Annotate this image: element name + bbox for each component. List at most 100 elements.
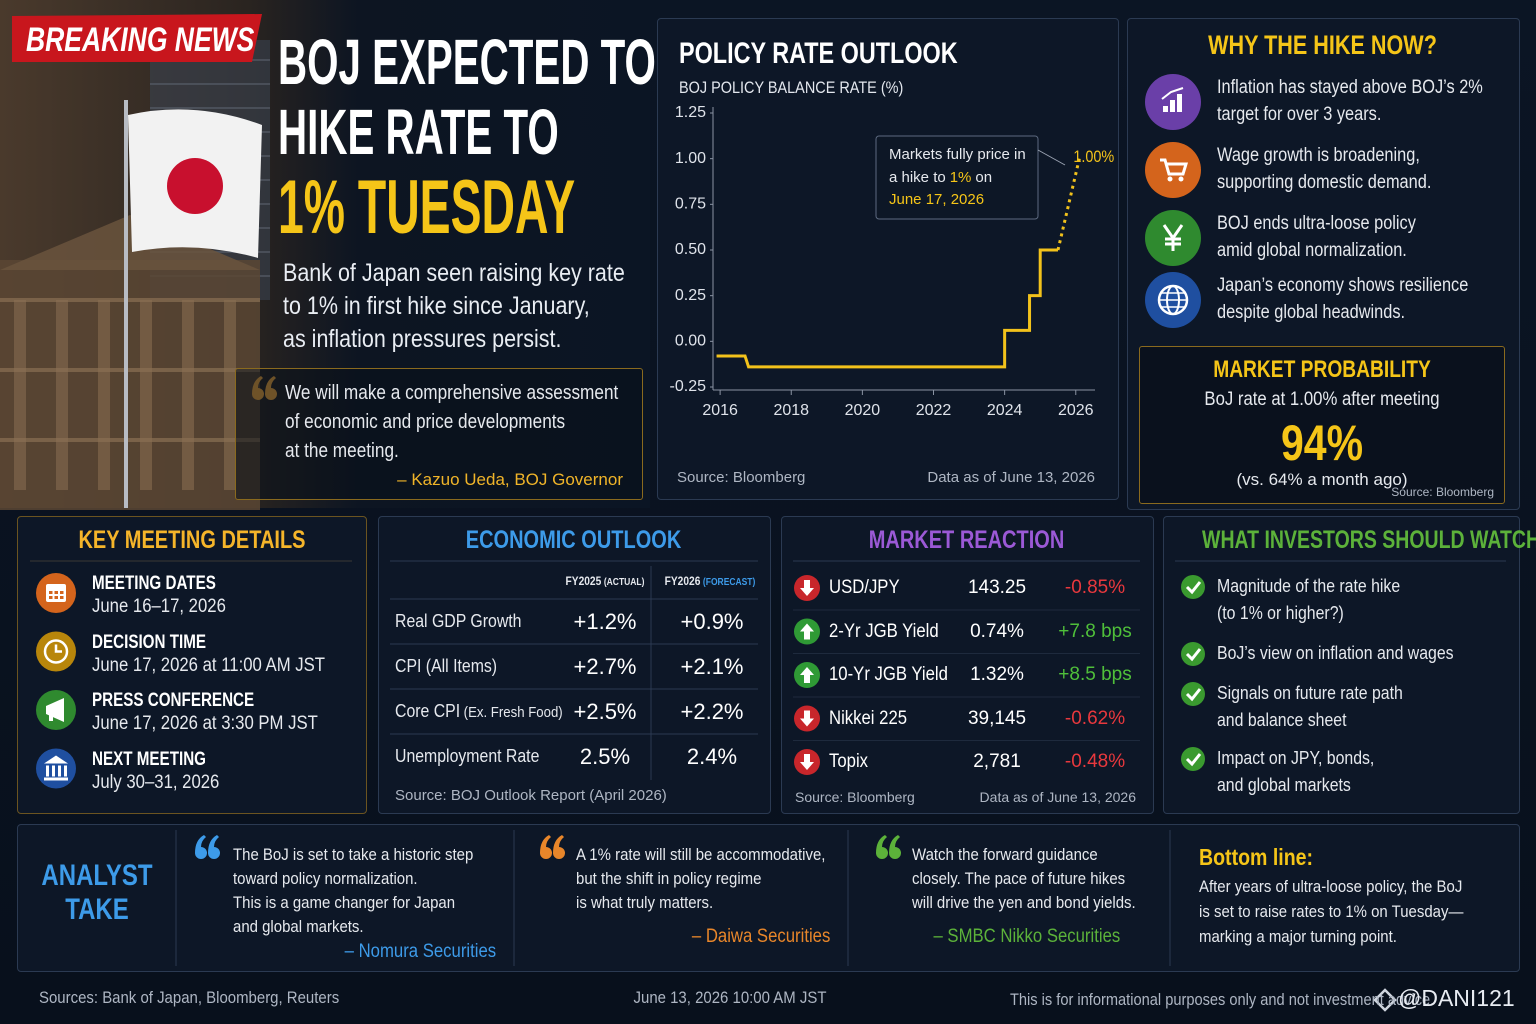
annotation-line: Markets fully price in <box>889 146 1026 163</box>
row-label: Core CPI (Ex. Fresh Food) <box>395 701 563 722</box>
outlook-value: +2.2% <box>680 699 744 724</box>
outlook-value: 2.4% <box>686 744 738 769</box>
probability-value: 94% <box>1280 415 1364 471</box>
chart-title: POLICY RATE OUTLOOK <box>679 37 958 70</box>
analyst-quote: This is a game changer for Japan <box>233 893 456 912</box>
quote-line: We will make a comprehensive assessment <box>285 382 619 404</box>
why-text: supporting domestic demand. <box>1217 172 1432 193</box>
column-year: FY2026 <box>664 574 701 588</box>
analyst-quote: and global markets. <box>233 917 364 936</box>
icon-part <box>1178 176 1184 182</box>
headline: HIKE RATE TO <box>278 96 559 168</box>
icon-part <box>49 591 53 594</box>
rate-line <box>716 248 1058 369</box>
column <box>140 300 152 490</box>
outlook-value: +1.2% <box>573 609 637 634</box>
icon-part <box>800 580 814 596</box>
subtitle: to 1% in first hike since January, <box>283 292 590 320</box>
row-label-text: Core CPI <box>395 701 461 721</box>
y-tick-label: 0.25 <box>675 287 706 304</box>
instrument-level: 1.32% <box>970 664 1024 685</box>
icon-part <box>800 623 814 640</box>
reaction-source: Source: Bloomberg <box>795 789 915 805</box>
icon-part <box>800 710 814 727</box>
outlook-value: +0.9% <box>680 609 744 634</box>
instrument: Topix <box>829 751 869 772</box>
icon-circle <box>1181 575 1205 599</box>
bottom-line-text: After years of ultra-loose policy, the B… <box>1199 877 1463 896</box>
outlook-value: 2.5% <box>579 744 631 769</box>
icon-part <box>800 667 814 683</box>
column <box>224 300 236 490</box>
column-header: FY2026 (FORECAST) <box>659 574 761 588</box>
badge <box>12 14 262 62</box>
row-label-text: CPI (All Items) <box>395 656 498 676</box>
flag-sun <box>167 158 223 214</box>
analyst-source: – SMBC Nikko Securities <box>933 926 1120 947</box>
instrument: USD/JPY <box>829 577 900 598</box>
analyst-quote: The BoJ is set to take a historic step <box>233 845 474 864</box>
analyst-source: – Daiwa Securities <box>691 926 830 947</box>
analyst-quote: Watch the forward guidance <box>912 845 1098 864</box>
probability-note: (vs. 64% a month ago) <box>1236 470 1408 489</box>
probability-title: MARKET PROBABILITY <box>1213 356 1431 383</box>
icon-part <box>1167 176 1173 182</box>
column-year: FY2025 <box>565 574 602 588</box>
icon-part <box>1162 224 1184 251</box>
analyst-title: TAKE <box>65 893 129 926</box>
icon-part <box>60 591 64 594</box>
column-kind: (FORECAST) <box>702 577 756 588</box>
instrument-level: 0.74% <box>970 620 1024 642</box>
panel <box>657 18 1119 500</box>
watch-text: (to 1% or higher?) <box>1217 603 1344 623</box>
x-tick-label: 2016 <box>702 402 738 419</box>
watch-text: and balance sheet <box>1217 710 1347 730</box>
why-text: amid global normalization. <box>1217 240 1407 261</box>
row-label-text: Real GDP Growth <box>395 611 522 631</box>
instrument-change: -0.48% <box>1064 751 1126 772</box>
analyst-quote: but the shift in policy regime <box>576 869 762 888</box>
icon-part <box>1170 100 1175 112</box>
column <box>14 300 26 490</box>
annotation-leader <box>1037 149 1066 166</box>
why-text: BOJ ends ultra-loose policy <box>1217 213 1416 234</box>
why-text: despite global headwinds. <box>1217 302 1406 323</box>
quote-line: of economic and price developments <box>285 411 566 433</box>
column-header: FY2025 (ACTUAL) <box>554 574 656 588</box>
annotation-line: a hike to 1% on <box>889 169 992 186</box>
footer-timestamp: June 13, 2026 10:00 AM JST <box>633 988 827 1007</box>
instrument-change: +7.8 bps <box>1058 620 1132 642</box>
watermark-logo <box>1373 988 1397 1012</box>
outlook-value: +2.7% <box>573 654 637 679</box>
y-tick-label: 1.25 <box>675 104 706 121</box>
instrument-level: 143.25 <box>967 577 1027 598</box>
reaction-as-of: Data as of June 13, 2026 <box>979 789 1136 805</box>
watch-text: Signals on future rate path <box>1217 683 1403 703</box>
column-kind: (ACTUAL) <box>603 577 645 588</box>
annotation-line: June 17, 2026 <box>889 191 985 208</box>
icon-part <box>1163 106 1168 112</box>
icon-part <box>49 713 53 721</box>
footer-disclaimer: This is for informational purposes only … <box>1010 990 1435 1009</box>
x-tick-label: 2020 <box>845 402 881 419</box>
row-label: CPI (All Items) <box>395 656 497 677</box>
building <box>0 260 260 510</box>
analyst-source: – Nomura Securities <box>344 941 496 962</box>
meeting-value: July 30–31, 2026 <box>92 771 220 793</box>
watermark: @DANI121 <box>1398 985 1515 1011</box>
row-label-text: Unemployment Rate <box>395 746 540 766</box>
icon-part <box>54 591 58 594</box>
panel <box>1163 516 1520 814</box>
annotation-box <box>875 135 1039 220</box>
icon-circle <box>36 748 76 789</box>
icon-part <box>44 755 68 764</box>
section-title: KEY MEETING DETAILS <box>78 526 306 554</box>
section-title: WHY THE HIKE NOW? <box>1208 30 1437 60</box>
icon-circle <box>1181 682 1205 706</box>
quote-line: at the meeting. <box>285 440 399 462</box>
section-title: MARKET REACTION <box>868 526 1065 554</box>
instrument-change: -0.85% <box>1064 577 1126 598</box>
quote-mark <box>553 835 565 859</box>
probability-box <box>1139 346 1505 504</box>
